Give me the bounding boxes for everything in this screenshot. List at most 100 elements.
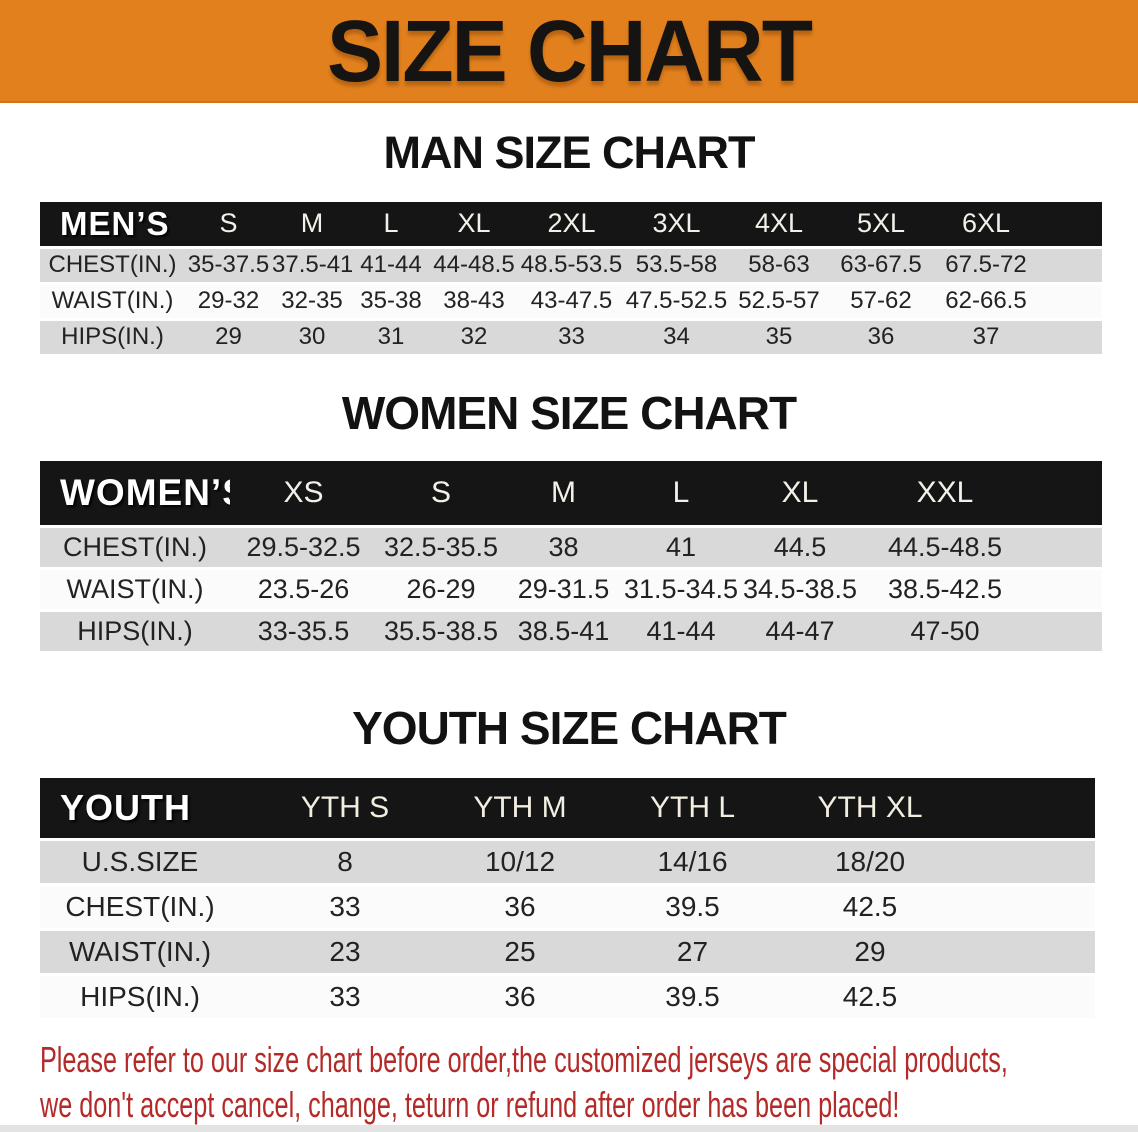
youth-cell: 39.5 — [665, 890, 720, 922]
youth-cell: 33 — [329, 890, 361, 922]
men-size-col-7: 5XL — [856, 208, 906, 239]
youth-section-heading: YOUTH SIZE CHART — [352, 701, 787, 754]
men-data-row-1: WAIST(IN.) 29-32 32-35 35-38 38-43 43-47.5 47.… — [40, 284, 1102, 318]
men-size-col-1: M — [300, 208, 324, 239]
women-table-title: WOMEN’S — [60, 471, 230, 513]
women-row-label: WAIST(IN.) — [66, 573, 204, 604]
men-cell: 44-48.5 — [433, 251, 515, 279]
men-size-col-5: 3XL — [652, 208, 701, 239]
youth-row-label: WAIST(IN.) — [68, 935, 212, 967]
men-size-col-6: 4XL — [754, 208, 804, 239]
youth-size-col-0: YTH S — [300, 790, 390, 824]
men-cell: 43-47.5 — [530, 287, 613, 315]
women-cell: 41 — [665, 531, 697, 562]
youth-cell: 8 — [337, 845, 353, 877]
men-size-col-4: 2XL — [547, 208, 596, 239]
youth-cell: 42.5 — [842, 980, 898, 1012]
men-cell: 57-62 — [850, 287, 912, 315]
men-header-row: MEN’S S M L XL 2XL 3XL 4XL 5XL 6XL — [40, 201, 1102, 246]
women-row-label: CHEST(IN.) — [63, 531, 207, 562]
women-size-col-1: S — [430, 475, 451, 509]
men-size-col-0: S — [219, 208, 238, 239]
women-cell: 47-50 — [910, 615, 980, 646]
men-cell: 32-35 — [281, 287, 343, 315]
women-cell: 38.5-41 — [517, 615, 610, 646]
men-row-label: WAIST(IN.) — [51, 287, 174, 315]
men-size-col-2: L — [383, 208, 399, 239]
youth-data-row-1: CHEST(IN.) 33 36 39.5 42.5 — [40, 885, 1095, 928]
bottom-edge-strip — [0, 1125, 1138, 1132]
women-data-row-1: WAIST(IN.) 23.5-26 26-29 29-31.5 31.5-34.5 34… — [40, 569, 1102, 609]
men-data-row-2: HIPS(IN.) 29 30 31 32 33 34 35 36 37 — [40, 320, 1102, 354]
men-cell: 62-66.5 — [945, 287, 1027, 315]
men-cell: 31 — [377, 323, 405, 351]
youth-row-label: HIPS(IN.) — [80, 980, 200, 1012]
men-data-row-0: CHEST(IN.) 35-37.5 37.5-41 41-44 44-48.5 48.5… — [40, 248, 1102, 282]
women-cell: 32.5-35.5 — [383, 531, 499, 562]
men-cell: 67.5-72 — [945, 251, 1027, 279]
youth-size-col-3: YTH XL — [817, 790, 923, 824]
youth-cell: 25 — [504, 935, 536, 967]
youth-cell: 27 — [676, 935, 709, 967]
men-cell: 37.5-41 — [272, 251, 352, 279]
youth-cell: 36 — [504, 890, 536, 922]
men-cell: 35-38 — [360, 287, 422, 315]
men-cell: 34 — [663, 323, 690, 351]
women-cell: 31.5-34.5 — [623, 573, 739, 604]
banner-title: SIZE CHART — [327, 1, 813, 100]
youth-data-row-0: U.S.SIZE 8 10/12 14/16 18/20 — [40, 840, 1095, 883]
men-cell: 33 — [558, 323, 585, 351]
youth-cell: 33 — [329, 980, 361, 1012]
youth-size-col-2: YTH L — [649, 790, 736, 824]
women-header-row: WOMEN’S XS S M L XL XXL — [40, 460, 1102, 525]
women-cell: 44.5 — [773, 531, 827, 562]
men-table-title: MEN’S — [60, 204, 170, 242]
youth-size-table: YOUTH YTH S YTH M YTH L YTH XL U.S.SIZE 8 10/12… — [40, 775, 1095, 1021]
men-cell: 53.5-58 — [635, 251, 718, 279]
youth-row-label: U.S.SIZE — [81, 845, 199, 877]
youth-row-label: CHEST(IN.) — [65, 890, 215, 922]
disclaimer-line-1: Please refer to our size chart before or… — [40, 1038, 1008, 1080]
youth-cell: 23 — [329, 935, 361, 967]
women-data-row-2: HIPS(IN.) 33-35.5 35.5-38.5 38.5-41 41-44 44-… — [40, 611, 1102, 651]
women-cell: 38.5-42.5 — [887, 573, 1003, 604]
men-cell: 35-37.5 — [187, 251, 270, 279]
men-size-col-3: XL — [457, 208, 491, 239]
women-row-label: HIPS(IN.) — [77, 615, 193, 646]
women-cell: 29-31.5 — [517, 573, 610, 604]
youth-cell: 10/12 — [484, 845, 556, 877]
women-cell: 33-35.5 — [257, 615, 350, 646]
men-cell: 41-44 — [360, 251, 422, 279]
size-chart-banner: SIZE CHART — [0, 0, 1138, 103]
men-cell: 37 — [972, 323, 1000, 351]
youth-cell: 42.5 — [842, 890, 898, 922]
women-cell: 29.5-32.5 — [246, 531, 361, 562]
disclaimer-text: Please refer to our size chart before or… — [40, 1037, 1008, 1127]
men-cell: 47.5-52.5 — [625, 287, 728, 315]
men-row-label: HIPS(IN.) — [61, 323, 164, 351]
disclaimer-line-2: we don't accept cancel, change, teturn o… — [40, 1083, 900, 1125]
women-size-col-0: XS — [283, 475, 324, 509]
women-size-table: WOMEN’S XS S M L XL XXL CHEST(IN.) 29.5-32.5 32.5… — [40, 458, 1102, 654]
youth-header-row: YOUTH YTH S YTH M YTH L YTH XL — [40, 777, 1095, 838]
youth-cell: 39.5 — [665, 980, 720, 1012]
men-size-table: MEN’S S M L XL 2XL 3XL 4XL 5XL 6XL CHEST(IN.) 35-37… — [40, 199, 1102, 357]
men-cell: 52.5-57 — [738, 287, 820, 315]
women-data-row-0: CHEST(IN.) 29.5-32.5 32.5-35.5 38 41 44.5 44.5… — [40, 527, 1102, 567]
men-size-col-8: 6XL — [961, 208, 1011, 239]
youth-size-col-1: YTH M — [473, 790, 567, 824]
men-cell: 32 — [460, 323, 488, 351]
women-cell: 23.5-26 — [257, 573, 350, 604]
men-cell: 35 — [765, 323, 793, 351]
youth-cell: 36 — [504, 980, 536, 1012]
youth-data-row-3: HIPS(IN.) 33 36 39.5 42.5 — [40, 975, 1095, 1018]
women-section-heading: WOMEN SIZE CHART — [341, 386, 797, 439]
women-cell: 34.5-38.5 — [742, 573, 858, 604]
men-cell: 36 — [867, 323, 895, 351]
men-cell: 29 — [215, 323, 242, 351]
women-cell: 26-29 — [406, 573, 476, 604]
men-cell: 63-67.5 — [840, 251, 922, 279]
women-cell: 38 — [548, 531, 579, 562]
men-cell: 38-43 — [443, 287, 505, 315]
youth-table-title: YOUTH — [60, 786, 191, 828]
